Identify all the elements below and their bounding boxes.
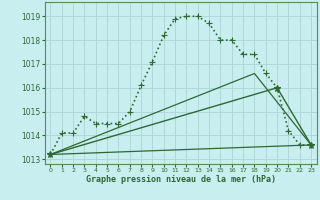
X-axis label: Graphe pression niveau de la mer (hPa): Graphe pression niveau de la mer (hPa) (86, 175, 276, 184)
